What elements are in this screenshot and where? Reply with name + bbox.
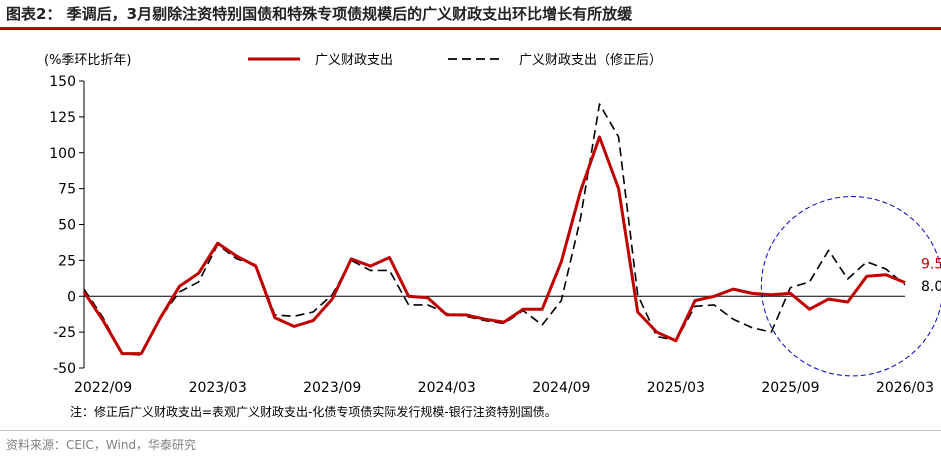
x-tick-label: 2022/09 xyxy=(74,380,132,396)
x-tick-label: 2026/03 xyxy=(876,380,934,396)
chart-note: 注：修正后广义财政支出=表观广义财政支出-化债专项债实际发行规模-银行注资特别国… xyxy=(70,405,557,419)
y-tick-label: 50 xyxy=(58,218,76,234)
y-tick-label: -25 xyxy=(53,325,76,341)
series-line-1 xyxy=(82,135,906,356)
y-tick-label: 125 xyxy=(49,110,76,126)
x-tick-label: 2024/09 xyxy=(532,380,590,396)
title-divider xyxy=(0,27,941,30)
line-chart: (%季环比折年) 广义财政支出 广义财政支出（修正后） 150 125 100 75 5… xyxy=(44,53,941,396)
y-tick-label: 0 xyxy=(67,289,76,305)
footer-divider xyxy=(0,430,941,431)
legend-label-series-1: 广义财政支出 xyxy=(315,53,393,68)
y-tick-label: 25 xyxy=(58,253,76,269)
highlight-ellipse xyxy=(760,196,941,377)
end-value-label-2: 8.0 xyxy=(921,279,941,295)
y-axis-label: (%季环比折年) xyxy=(44,53,132,68)
x-tick-label: 2024/03 xyxy=(418,380,476,396)
y-tick-label: -50 xyxy=(53,361,76,377)
x-tick-label: 2025/09 xyxy=(761,380,819,396)
x-tick-label: 2023/03 xyxy=(189,380,247,396)
x-tick-label: 2025/03 xyxy=(647,380,705,396)
y-tick-label: 150 xyxy=(49,74,76,90)
legend-label-series-2: 广义财政支出（修正后） xyxy=(519,53,662,68)
y-tick-label: 75 xyxy=(58,182,76,198)
y-tick-label: 100 xyxy=(49,146,76,162)
end-value-label-1: 9.5 xyxy=(921,257,941,273)
legend: 广义财政支出 广义财政支出（修正后） xyxy=(248,53,662,68)
source-text: 资料来源：CEIC，Wind，华泰研究 xyxy=(6,438,197,452)
x-tick-label: 2023/09 xyxy=(303,380,361,396)
chart-title: 图表2： 季调后，3月剔除注资特别国债和特殊专项债规模后的广义财政支出环比增长有… xyxy=(6,5,633,23)
